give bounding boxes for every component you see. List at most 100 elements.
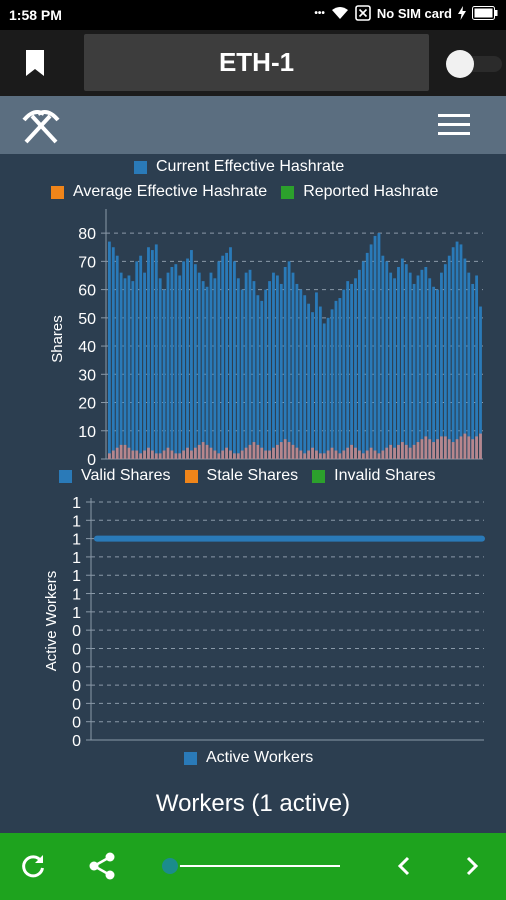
status-bar: 1:58 PM ••• No SIM card (0, 0, 506, 30)
y-tick-label: 10 (78, 424, 96, 441)
bar-valid-shares (182, 261, 186, 459)
bar-stale-shares (463, 433, 467, 459)
bar-valid-shares (291, 272, 295, 459)
bar-valid-shares (358, 269, 361, 459)
bar-valid-shares (154, 244, 158, 459)
menu-icon[interactable] (438, 113, 470, 135)
bar-valid-shares (459, 244, 463, 459)
bar-stale-shares (275, 444, 279, 459)
bar-stale-shares (447, 439, 451, 459)
bar-valid-shares (393, 278, 396, 459)
bar-stale-shares (115, 447, 119, 459)
bar-stale-shares (326, 450, 330, 459)
bar-valid-shares (275, 275, 279, 459)
bar-valid-shares (361, 261, 365, 459)
bar-stale-shares (459, 436, 463, 459)
y-axis-label: Active Workers (43, 571, 60, 672)
bar-stale-shares (389, 444, 393, 459)
bar-valid-shares (295, 283, 299, 459)
bar-valid-shares (443, 264, 447, 459)
legend-current-hashrate: Current Effective Hashrate (134, 158, 344, 176)
bar-stale-shares (190, 450, 193, 459)
battery-icon (472, 6, 498, 20)
bar-valid-shares (424, 267, 428, 459)
y-tick-label: 0 (72, 660, 81, 677)
bar-stale-shares (123, 444, 127, 459)
bar-stale-shares (358, 450, 361, 459)
bar-stale-shares (385, 447, 389, 459)
pool-title[interactable]: ETH-1 (84, 34, 429, 91)
bar-stale-shares (307, 450, 311, 459)
notification-dots: ••• (314, 7, 325, 19)
share-icon[interactable] (88, 852, 116, 880)
chevron-left-icon[interactable] (396, 856, 412, 876)
bar-stale-shares (467, 436, 471, 459)
bar-valid-shares (108, 241, 111, 459)
bar-stale-shares (236, 453, 240, 459)
pickaxe-logo-icon[interactable] (20, 108, 62, 144)
y-tick-label: 20 (78, 396, 96, 413)
slider-thumb[interactable] (162, 858, 178, 874)
bar-valid-shares (342, 289, 346, 459)
legend-average-hashrate: Average Effective Hashrate (51, 183, 267, 201)
y-tick-label: 0 (87, 452, 96, 469)
legend-stale-shares: Stale Shares (184, 467, 298, 485)
bar-stale-shares (311, 447, 314, 459)
toggle-thumb[interactable] (446, 50, 474, 78)
bar-stale-shares (303, 453, 307, 459)
bar-valid-shares (436, 289, 439, 459)
bar-stale-shares (424, 436, 428, 459)
bar-stale-shares (135, 450, 139, 459)
y-tick-label: 1 (72, 587, 81, 604)
app-bar: ETH-1 (0, 30, 506, 96)
bar-stale-shares (342, 450, 346, 459)
bar-valid-shares (315, 292, 318, 459)
bar-valid-shares (166, 272, 170, 459)
legend-swatch (184, 469, 198, 483)
bar-valid-shares (350, 283, 353, 459)
bar-stale-shares (225, 447, 228, 459)
bar-valid-shares (143, 272, 146, 459)
legend-swatch (184, 751, 197, 765)
bookmark-icon[interactable] (24, 50, 46, 76)
y-tick-label: 1 (72, 550, 81, 567)
bar-valid-shares (209, 272, 213, 459)
theme-toggle[interactable] (446, 50, 502, 78)
bar-valid-shares (287, 261, 291, 459)
bar-valid-shares (268, 281, 271, 459)
refresh-icon[interactable] (20, 853, 46, 879)
bar-stale-shares (475, 436, 478, 459)
y-tick-label: 1 (72, 495, 81, 512)
chevron-right-icon[interactable] (464, 856, 480, 876)
bar-valid-shares (479, 306, 482, 459)
bar-stale-shares (205, 444, 209, 459)
bar-stale-shares (479, 433, 482, 459)
y-tick-label: 0 (72, 696, 81, 713)
y-tick-label: 1 (72, 532, 81, 549)
hashrate-legend-row-1: Current Effective Hashrate (134, 158, 358, 176)
hashrate-legend-row-2: Average Effective Hashrate Reported Hash… (51, 183, 452, 201)
bar-stale-shares (233, 453, 236, 459)
legend-swatch (281, 185, 295, 199)
y-axis-label: Shares (49, 315, 66, 363)
bar-valid-shares (471, 283, 475, 459)
bar-valid-shares (264, 289, 268, 459)
legend-valid-shares: Valid Shares (59, 467, 171, 485)
bar-valid-shares (322, 323, 326, 459)
bar-stale-shares (154, 453, 158, 459)
bar-stale-shares (147, 447, 150, 459)
bar-valid-shares (420, 269, 424, 459)
bar-stale-shares (166, 447, 170, 459)
y-tick-label: 80 (78, 226, 96, 243)
bar-stale-shares (299, 450, 303, 459)
legend-label: Reported Hashrate (303, 183, 439, 200)
bar-valid-shares (147, 247, 150, 459)
bar-valid-shares (190, 250, 193, 459)
bar-valid-shares (451, 247, 455, 459)
bar-valid-shares (150, 250, 154, 459)
nav-bar (0, 96, 506, 154)
zoom-slider[interactable] (162, 856, 340, 876)
bar-valid-shares (385, 261, 389, 459)
bar-stale-shares (131, 450, 135, 459)
